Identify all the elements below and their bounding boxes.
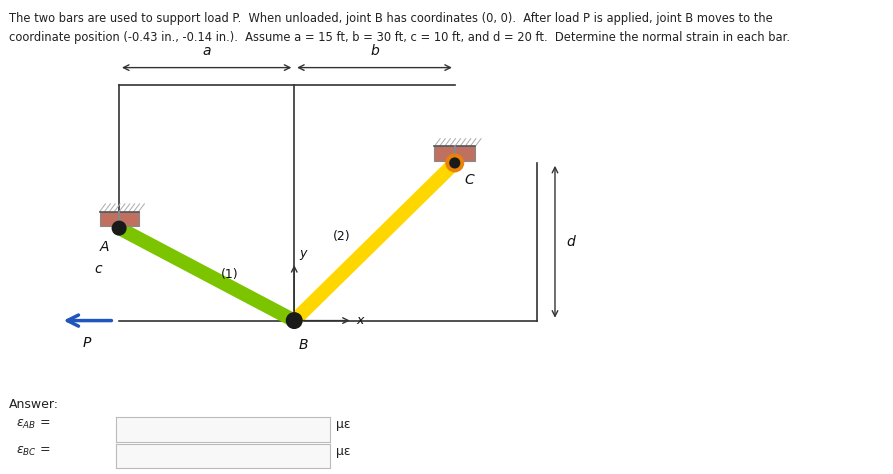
Text: A: A — [100, 240, 109, 254]
Text: coordinate position (-0.43 in., -0.14 in.).  Assume a = 15 ft, b = 30 ft, c = 10: coordinate position (-0.43 in., -0.14 in… — [9, 31, 790, 44]
Bar — [100, 211, 138, 226]
Text: The two bars are used to support load P.  When unloaded, joint B has coordinates: The two bars are used to support load P.… — [9, 12, 772, 25]
Text: (2): (2) — [332, 230, 350, 244]
Circle shape — [446, 154, 463, 172]
Text: a: a — [203, 44, 211, 58]
Circle shape — [113, 221, 126, 235]
Text: $\varepsilon_{BC}$ =: $\varepsilon_{BC}$ = — [16, 445, 51, 458]
Text: B: B — [299, 338, 309, 352]
Circle shape — [450, 158, 460, 168]
Text: x: x — [356, 314, 363, 327]
Text: (1): (1) — [221, 268, 239, 281]
Bar — [434, 146, 475, 161]
Text: με: με — [336, 418, 350, 431]
Text: i: i — [103, 449, 107, 463]
Text: με: με — [336, 445, 350, 458]
Text: $\varepsilon_{AB}$ =: $\varepsilon_{AB}$ = — [16, 418, 50, 431]
Text: i: i — [103, 423, 107, 436]
Text: b: b — [370, 44, 379, 58]
Text: y: y — [299, 247, 306, 260]
Text: C: C — [464, 173, 474, 187]
Text: d: d — [567, 235, 575, 249]
Circle shape — [287, 313, 302, 328]
Text: P: P — [83, 336, 91, 350]
Text: c: c — [94, 263, 102, 276]
Text: Answer:: Answer: — [9, 398, 59, 411]
